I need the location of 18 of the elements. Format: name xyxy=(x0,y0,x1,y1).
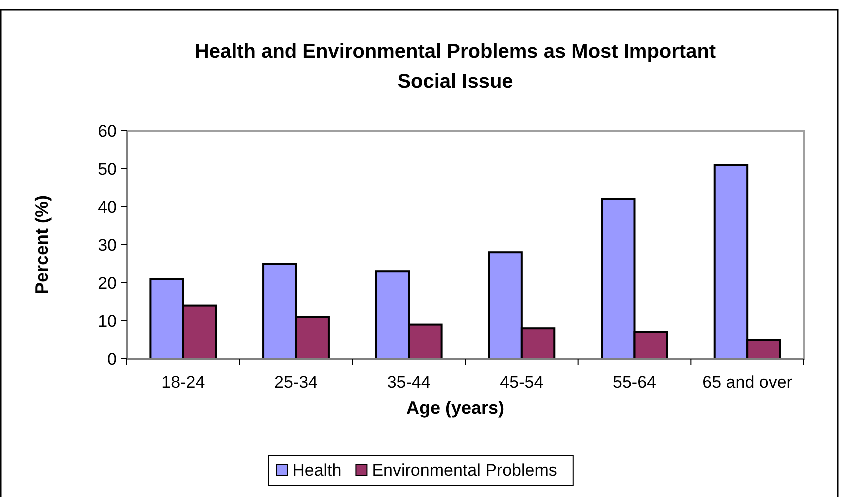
chart-title: Health and Environmental Problems as Most Important Social Issue xyxy=(194,41,716,93)
y-tick-label: 60 xyxy=(98,122,117,141)
x-tick-label: 55-64 xyxy=(613,373,656,392)
legend-label: Health xyxy=(292,461,342,480)
x-axis-title: Age (years) xyxy=(406,398,505,418)
x-tick-label: 25-34 xyxy=(274,373,318,392)
x-tick-label: 35-44 xyxy=(387,373,431,392)
x-tick-label: 65 and over xyxy=(702,373,793,392)
y-tick-label: 10 xyxy=(98,312,117,331)
y-axis-title: Percent (%) xyxy=(32,195,52,295)
y-tick-label: 0 xyxy=(108,350,117,369)
y-tick-label: 50 xyxy=(98,160,117,179)
y-tick-label: 20 xyxy=(98,274,117,293)
y-tick-label: 40 xyxy=(98,198,117,217)
y-tick-label: 30 xyxy=(98,236,117,255)
x-tick-label: 18-24 xyxy=(162,373,206,392)
x-tick-label: 45-54 xyxy=(500,373,544,392)
legend-label: Environmental Problems xyxy=(372,461,558,480)
